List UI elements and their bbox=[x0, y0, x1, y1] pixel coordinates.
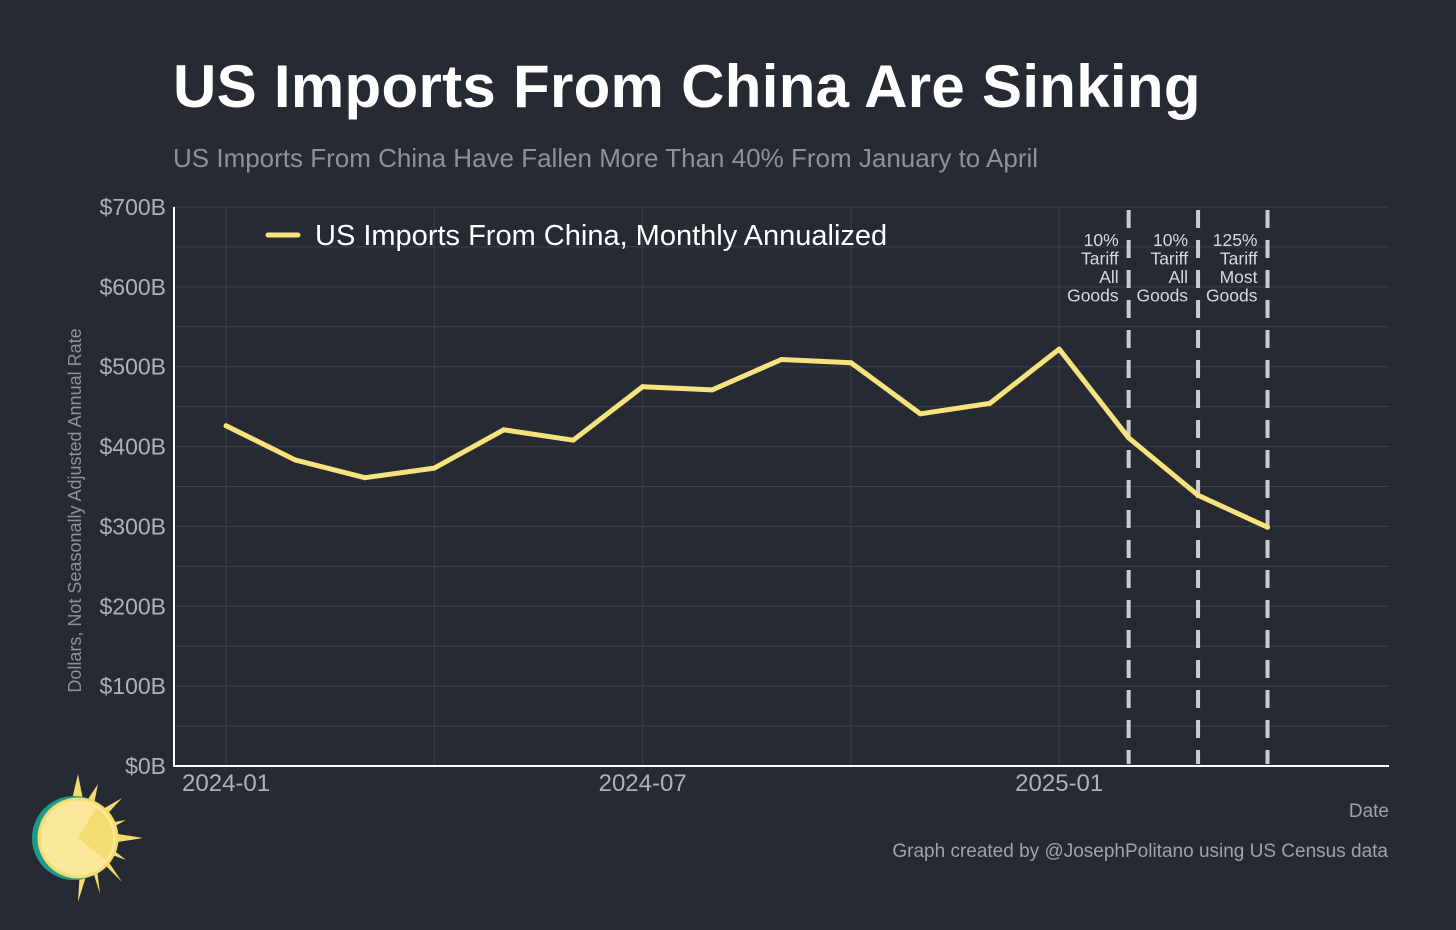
data-point bbox=[709, 387, 715, 393]
x-tick-label: 2024-07 bbox=[599, 770, 687, 797]
data-point bbox=[1195, 492, 1201, 498]
x-axis-title: Date bbox=[1349, 801, 1389, 822]
legend-label: US Imports From China, Monthly Annualize… bbox=[315, 220, 887, 252]
axes: $0B $100B $200B $300B $400B $500B $600B $700B 20… bbox=[65, 194, 1389, 822]
data-point bbox=[501, 427, 507, 433]
y-tick-label: $500B bbox=[99, 354, 166, 380]
y-axis-title: Dollars, Not Seasonally Adjusted Annual … bbox=[65, 328, 85, 692]
y-tick-label: $300B bbox=[99, 513, 166, 539]
tariff-annotation-label: 125% Tariff Most Goods bbox=[1206, 230, 1258, 306]
data-point bbox=[987, 400, 993, 406]
source-caption: Graph created by @JosephPolitano using U… bbox=[892, 841, 1388, 862]
series-line bbox=[223, 346, 1270, 530]
sun-icon bbox=[32, 774, 143, 902]
y-tick-label: $600B bbox=[99, 274, 166, 300]
data-point bbox=[1265, 524, 1270, 530]
data-point bbox=[779, 357, 784, 363]
y-tick-label: $700B bbox=[99, 194, 166, 220]
data-point bbox=[293, 457, 298, 463]
data-point bbox=[431, 465, 437, 471]
data-point bbox=[1056, 346, 1062, 352]
y-tick-label: $400B bbox=[99, 434, 166, 460]
y-tick-label: $0B bbox=[125, 753, 166, 779]
data-point bbox=[848, 360, 854, 366]
data-point bbox=[362, 475, 368, 481]
tariff-annotations: 10% Tariff All Goods 10% Tariff All Goods 125% Ta… bbox=[1067, 210, 1270, 764]
data-point bbox=[1126, 435, 1132, 441]
chart-subtitle: US Imports From China Have Fallen More T… bbox=[173, 143, 1039, 173]
data-point bbox=[223, 423, 229, 429]
x-tick-label: 2024-01 bbox=[182, 770, 270, 797]
data-point bbox=[640, 384, 646, 390]
tariff-annotation-label: 10% Tariff All Goods bbox=[1067, 230, 1119, 306]
data-point bbox=[917, 411, 923, 417]
tariff-annotation-label: 10% Tariff All Goods bbox=[1137, 230, 1189, 306]
data-point bbox=[570, 437, 576, 443]
x-tick-label: 2025-01 bbox=[1015, 770, 1103, 797]
chart-title: US Imports From China Are Sinking bbox=[173, 53, 1201, 120]
y-tick-label: $100B bbox=[99, 673, 166, 699]
y-tick-label: $200B bbox=[99, 593, 166, 619]
legend: US Imports From China, Monthly Annualize… bbox=[265, 220, 887, 252]
series-lines bbox=[223, 346, 1270, 530]
